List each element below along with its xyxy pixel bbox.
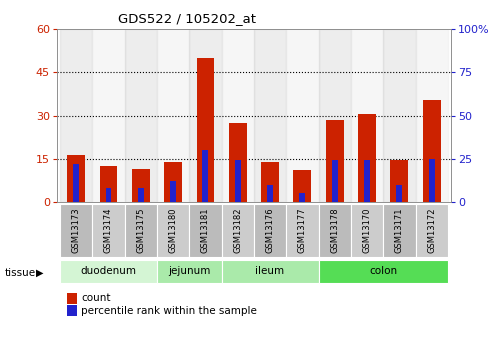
Text: GSM13182: GSM13182 (233, 208, 242, 253)
Bar (383, 204, 416, 257)
Bar (164, 161, 182, 202)
Bar (100, 166, 117, 202)
Text: GSM13173: GSM13173 (71, 208, 80, 254)
Bar (60, 260, 157, 283)
Bar (332, 160, 338, 202)
Bar (254, 204, 286, 257)
Bar (106, 188, 111, 202)
Text: jejunum: jejunum (168, 266, 211, 276)
Bar (67, 155, 85, 202)
Bar (416, 204, 448, 257)
Bar (318, 260, 448, 283)
Bar (197, 58, 214, 202)
Bar (358, 114, 376, 202)
Text: GSM13170: GSM13170 (362, 208, 372, 253)
Bar (326, 120, 344, 202)
Bar (235, 160, 241, 202)
Text: colon: colon (369, 266, 397, 276)
Bar (423, 100, 441, 202)
Text: GSM13171: GSM13171 (395, 208, 404, 253)
Bar (157, 29, 189, 202)
Bar (364, 160, 370, 202)
Bar (318, 29, 351, 202)
Bar (286, 204, 318, 257)
Bar (267, 185, 273, 202)
Bar (261, 161, 279, 202)
Bar (383, 29, 416, 202)
Text: GSM13175: GSM13175 (136, 208, 145, 253)
Bar (92, 204, 125, 257)
Text: count: count (81, 294, 111, 303)
Bar (351, 29, 383, 202)
Bar (73, 164, 79, 202)
Text: GSM13181: GSM13181 (201, 208, 210, 253)
Bar (203, 150, 209, 202)
Bar (60, 204, 92, 257)
Text: tissue: tissue (5, 268, 36, 277)
Bar (221, 204, 254, 257)
Bar (189, 29, 221, 202)
Bar (60, 29, 92, 202)
Bar (351, 204, 383, 257)
Text: ▶: ▶ (35, 268, 43, 278)
Bar (170, 181, 176, 202)
Text: GSM13174: GSM13174 (104, 208, 113, 253)
Bar (390, 160, 408, 202)
Bar (221, 29, 254, 202)
Bar (416, 29, 448, 202)
Bar (157, 260, 221, 283)
Text: ileum: ileum (255, 266, 284, 276)
Bar (132, 169, 150, 202)
Text: GSM13180: GSM13180 (169, 208, 177, 253)
Bar (254, 29, 286, 202)
Text: GSM13178: GSM13178 (330, 208, 339, 254)
Bar (157, 204, 189, 257)
Bar (429, 159, 435, 202)
Bar (189, 204, 221, 257)
Bar (92, 29, 125, 202)
Bar (299, 193, 305, 202)
Bar (125, 29, 157, 202)
Text: duodenum: duodenum (80, 266, 137, 276)
Bar (396, 185, 402, 202)
Text: GSM13176: GSM13176 (266, 208, 275, 254)
Bar (138, 188, 143, 202)
Text: percentile rank within the sample: percentile rank within the sample (81, 306, 257, 315)
Bar (229, 123, 246, 202)
Text: GSM13177: GSM13177 (298, 208, 307, 254)
Text: GSM13172: GSM13172 (427, 208, 436, 253)
Bar (221, 260, 318, 283)
Bar (318, 204, 351, 257)
Bar (286, 29, 318, 202)
Bar (293, 170, 311, 202)
Text: GDS522 / 105202_at: GDS522 / 105202_at (118, 12, 256, 25)
Bar (125, 204, 157, 257)
